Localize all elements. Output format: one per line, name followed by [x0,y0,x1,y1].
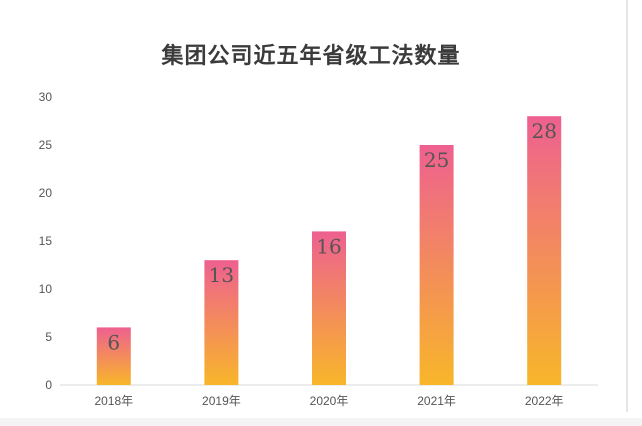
chart-title: 集团公司近五年省级工法数量 [161,44,461,69]
right-edge-divider [626,0,628,412]
bar-chart: 0 5 10 15 20 25 30 6 13 16 25 28 2018年 2019年 2020年 20… [39,90,598,408]
y-tick-label: 5 [45,330,52,344]
bar-2022年 [527,116,562,385]
x-tick-label: 2019年 [202,394,241,408]
y-tick-label: 30 [39,90,53,104]
y-tick-label: 10 [39,282,53,296]
x-tick-label: 2022年 [525,394,564,408]
data-label: 13 [209,263,234,287]
y-tick-label: 25 [39,138,53,152]
bar-2020年 [312,231,346,385]
data-label: 6 [107,330,120,354]
data-label: 16 [316,234,341,258]
data-label: 28 [531,119,556,143]
bar-2021年 [419,145,454,385]
chart-card: 集团公司近五年省级工法数量 0 5 10 15 20 25 30 6 13 16 25 28 201… [38,44,598,408]
bottom-edge-strip [0,418,642,426]
y-tick-label: 20 [39,186,53,200]
y-tick-label: 15 [39,234,53,248]
y-tick-label: 0 [45,378,52,392]
x-tick-label: 2021年 [417,394,456,408]
bar-2018年 [96,327,131,385]
x-tick-label: 2018年 [94,394,133,408]
x-tick-label: 2020年 [310,394,349,408]
data-label: 25 [424,148,449,172]
bar-2019年 [204,260,239,385]
